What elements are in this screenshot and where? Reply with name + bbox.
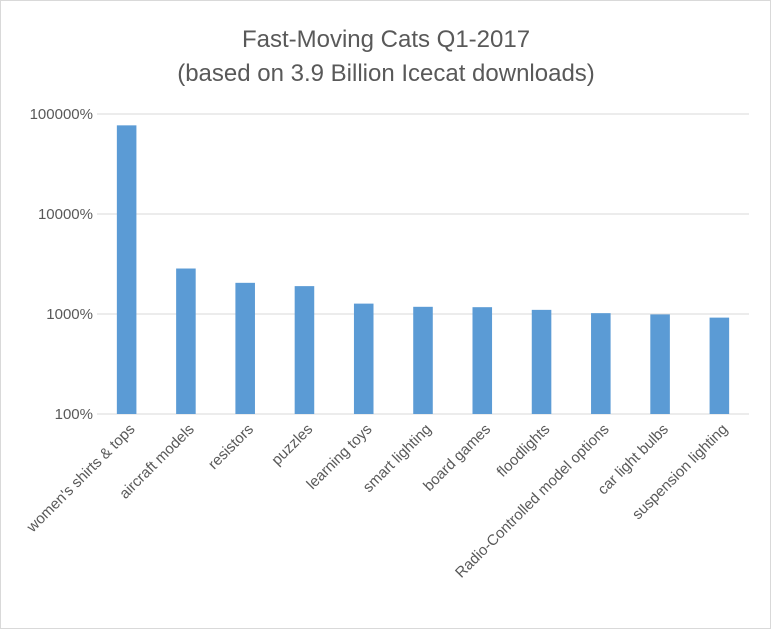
y-tick-label: 10000% [38,206,93,223]
bar [650,314,670,414]
chart-title: Fast-Moving Cats Q1-2017 [242,26,530,53]
x-tick-label: floodlights [494,421,554,481]
y-tick-label: 100% [55,406,93,423]
bar [413,306,433,414]
bar [531,309,552,414]
y-tick-label: 100000% [30,106,93,123]
x-tick-label: women's shirts & tops [23,421,139,537]
bar [176,268,196,414]
bar [709,317,730,414]
chart-subtitle: (based on 3.9 Billion Icecat downloads) [177,60,595,87]
bars [116,125,730,415]
y-tick-label: 1000% [46,306,93,323]
bar [294,286,315,414]
bar [116,125,137,415]
y-axis-tick-labels: 100% 1000% 10000% 100000% [30,106,93,423]
bar [472,307,493,414]
bar [353,303,374,414]
bar [591,313,611,414]
x-tick-label: resistors [205,421,257,473]
x-tick-label: puzzles [268,421,316,469]
bar [235,282,255,414]
